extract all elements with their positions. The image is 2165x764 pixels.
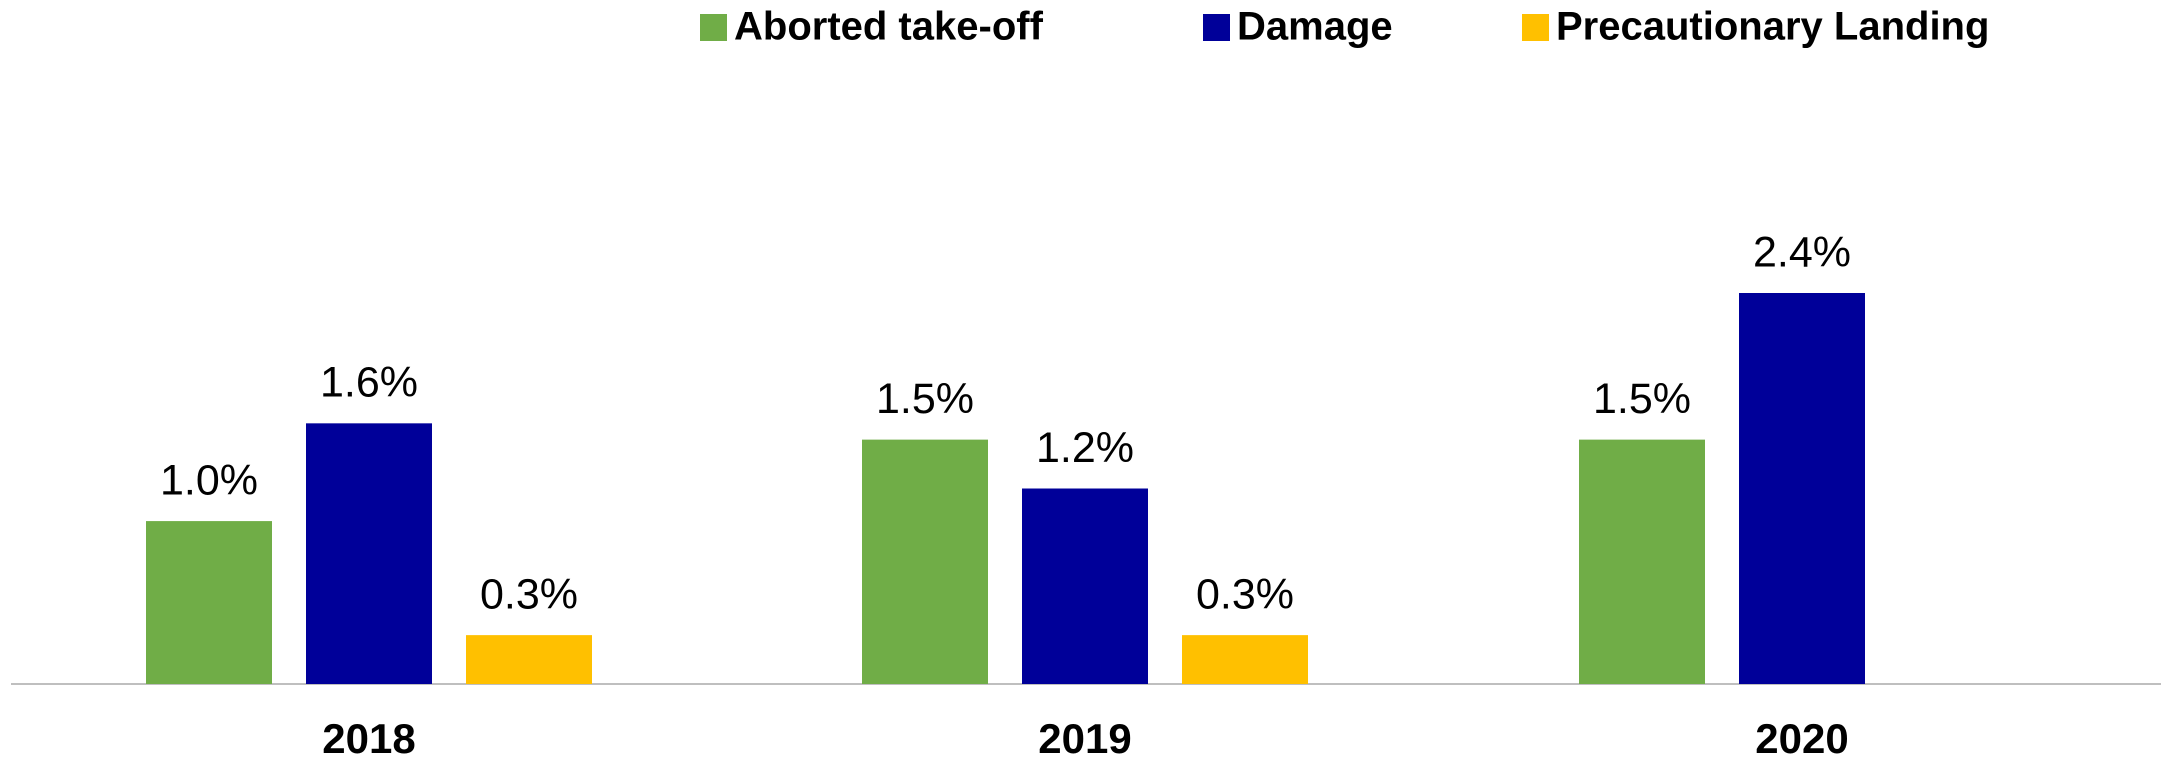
legend-label: Aborted take-off: [734, 5, 1044, 49]
legend-label: Damage: [1237, 5, 1393, 49]
data-label: 2.4%: [1753, 228, 1851, 276]
data-label: 1.0%: [160, 456, 258, 504]
data-label: 1.6%: [320, 359, 418, 407]
bar: [1022, 488, 1148, 684]
legend-swatch: [700, 14, 727, 41]
data-label: 1.5%: [1593, 375, 1691, 423]
x-tick-label: 2019: [1038, 715, 1131, 762]
bar: [862, 439, 988, 684]
bar: [1579, 439, 1705, 684]
data-label: 1.5%: [876, 375, 974, 423]
legend-swatch: [1203, 14, 1230, 41]
x-tick-label: 2020: [1755, 715, 1848, 762]
x-tick-label: 2018: [322, 715, 415, 762]
bar: [146, 521, 272, 684]
data-label: 0.3%: [480, 570, 578, 618]
data-label: 1.2%: [1036, 424, 1134, 472]
data-label: 0.3%: [1196, 570, 1294, 618]
bar: [466, 635, 592, 684]
bar: [1739, 293, 1865, 684]
bar: [1182, 635, 1308, 684]
legend-swatch: [1522, 14, 1549, 41]
legend-label: Precautionary Landing: [1556, 5, 1989, 49]
bar: [306, 423, 432, 684]
